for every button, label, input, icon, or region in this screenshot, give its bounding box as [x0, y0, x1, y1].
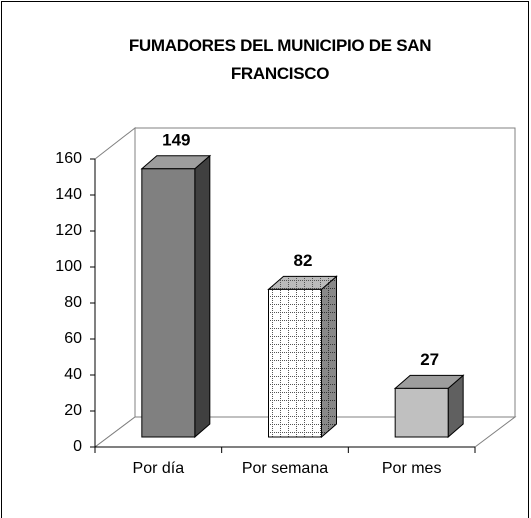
data-label: 27	[420, 350, 439, 369]
y-tick-label: 160	[55, 150, 82, 167]
bar-side	[194, 154, 211, 439]
bar	[268, 288, 322, 438]
bar-side	[321, 275, 337, 439]
x-tick-label: Por mes	[382, 460, 442, 477]
y-tick-label: 140	[55, 186, 82, 203]
y-tick-label: 120	[55, 222, 82, 239]
chart-title: FUMADORES DEL MUNICIPIO DE SAN FRANCISCO	[128, 36, 432, 83]
x-tick-label: Por día	[133, 460, 185, 477]
y-tick-label: 20	[64, 402, 82, 419]
data-label: 149	[162, 130, 190, 149]
side-wall	[94, 126, 136, 448]
data-label: 82	[294, 251, 313, 270]
y-tick-label: 0	[73, 438, 82, 455]
x-tick-label: Por semana	[242, 460, 328, 477]
bar	[394, 387, 449, 438]
y-tick-label: 60	[64, 330, 82, 347]
y-tick-label: 80	[64, 294, 82, 311]
y-tick-label: 100	[55, 258, 82, 275]
y-tick-label: 40	[64, 366, 82, 383]
bar	[141, 168, 196, 438]
